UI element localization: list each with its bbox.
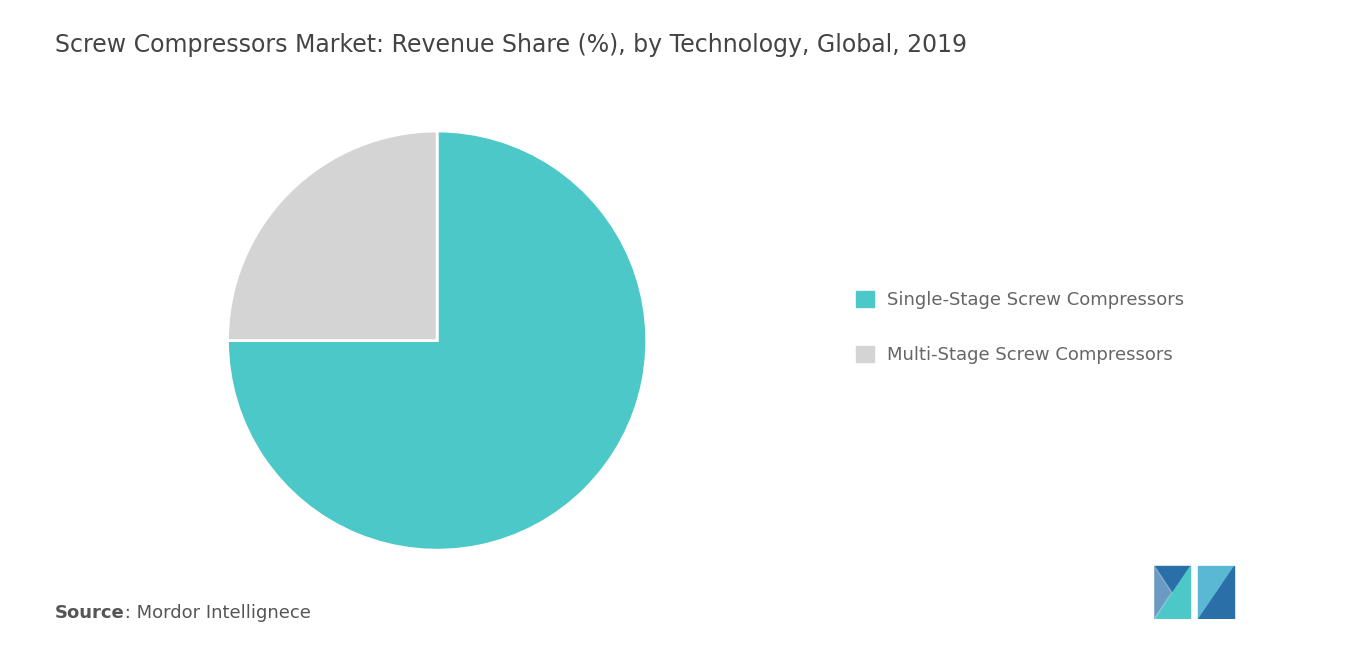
- Polygon shape: [1198, 566, 1233, 619]
- Polygon shape: [1154, 566, 1172, 619]
- Text: : Mordor Intellignece: : Mordor Intellignece: [119, 605, 310, 622]
- Polygon shape: [1198, 566, 1233, 619]
- Polygon shape: [1154, 566, 1190, 619]
- Polygon shape: [1154, 566, 1190, 619]
- Legend: Single-Stage Screw Compressors, Multi-Stage Screw Compressors: Single-Stage Screw Compressors, Multi-St…: [856, 291, 1184, 364]
- Wedge shape: [228, 131, 437, 341]
- Wedge shape: [228, 131, 646, 550]
- Text: Screw Compressors Market: Revenue Share (%), by Technology, Global, 2019: Screw Compressors Market: Revenue Share …: [55, 33, 967, 57]
- Text: Source: Source: [55, 605, 124, 622]
